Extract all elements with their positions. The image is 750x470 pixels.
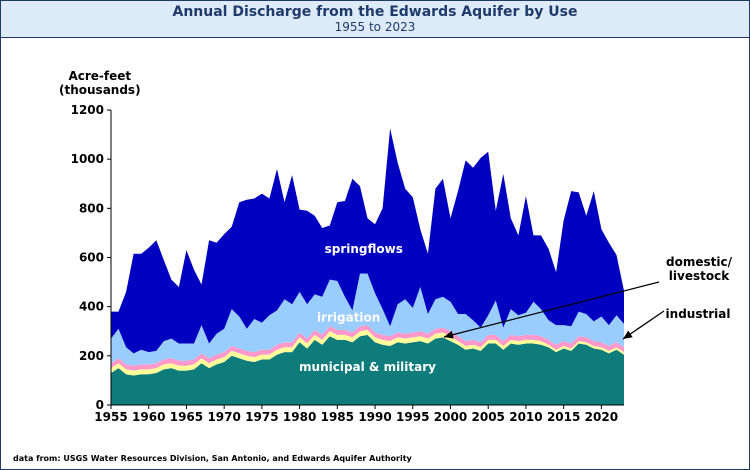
series-industrial-area	[111, 330, 624, 376]
label-domestic-line-1: domestic/	[666, 255, 733, 269]
y-tick-label: 400	[79, 300, 104, 314]
x-tick-label: 1995	[396, 410, 429, 424]
y-tick-label: 1200	[71, 103, 104, 117]
y-axis-label-line-1: Acre-feet	[68, 69, 132, 83]
chart-subtitle: 1955 to 2023	[334, 20, 416, 34]
x-tick-label: 1960	[132, 410, 165, 424]
y-axis-label: Acre-feet (thousands)	[59, 69, 141, 97]
series-springflows-area	[111, 128, 624, 354]
label-industrial: industrial	[666, 307, 731, 321]
arrow-industrial-head	[623, 330, 633, 339]
y-tick-label: 1000	[71, 152, 104, 166]
x-tick-label: 2000	[434, 410, 467, 424]
x-tick-label: 1955	[94, 410, 127, 424]
label-municipal: municipal & military	[299, 360, 436, 374]
chart-header: Annual Discharge from the Edwards Aquife…	[1, 1, 749, 38]
label-springflows: springflows	[325, 242, 403, 256]
y-tick-label: 600	[79, 251, 104, 265]
label-irrigation: irrigation	[317, 311, 380, 325]
x-tick-label: 1980	[283, 410, 316, 424]
arrow-domestic-head	[444, 330, 454, 339]
y-axis-label-line-2: (thousands)	[59, 83, 141, 97]
x-tick-label: 1970	[207, 410, 240, 424]
chart-title: Annual Discharge from the Edwards Aquife…	[172, 4, 578, 20]
x-tick-label: 1975	[245, 410, 278, 424]
source-note: data from: USGS Water Resources Division…	[13, 454, 412, 463]
x-tick-label: 2015	[547, 410, 580, 424]
label-domestic-line-2: livestock	[669, 269, 730, 283]
x-tick-label: 2020	[585, 410, 618, 424]
arrow-domestic-line	[443, 281, 660, 338]
x-tick-label: 2010	[509, 410, 542, 424]
x-tick-label: 1985	[321, 410, 354, 424]
x-tick-label: 1965	[170, 410, 203, 424]
x-tick-label: 1990	[358, 410, 391, 424]
y-tick-label: 200	[79, 349, 104, 363]
y-tick-label: 0	[96, 398, 104, 412]
x-tick-label: 2005	[472, 410, 505, 424]
series-irrigation-area	[111, 273, 624, 366]
series-municipal-area	[111, 334, 624, 405]
series-domestic-area	[111, 325, 624, 371]
y-tick-label: 800	[79, 201, 104, 215]
